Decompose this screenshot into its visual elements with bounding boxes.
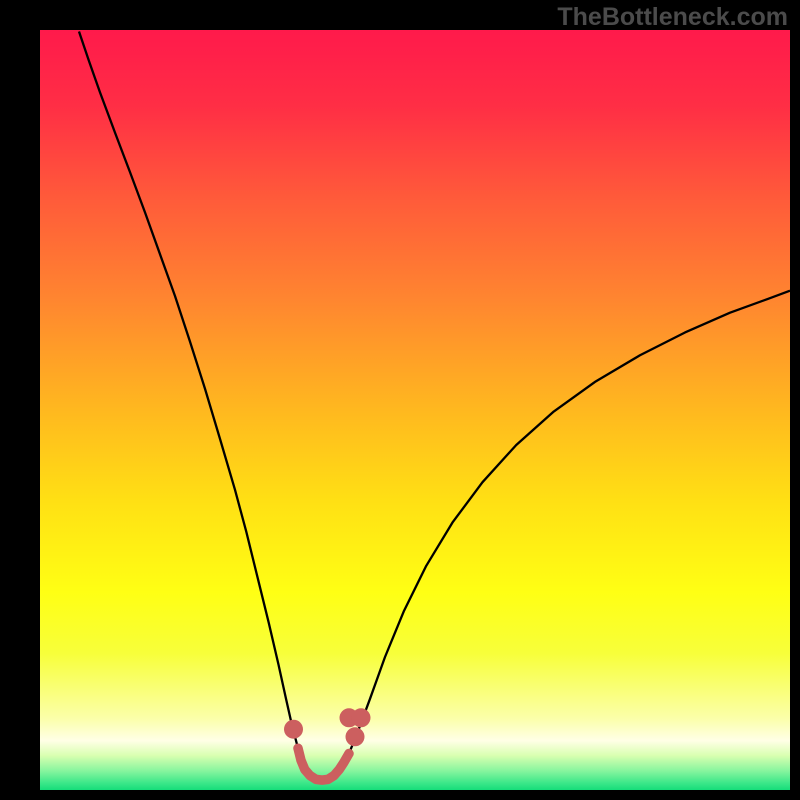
curve-left (79, 32, 298, 749)
curve-right (349, 291, 790, 754)
marker-dot-0 (284, 720, 303, 739)
watermark-text: TheBottleneck.com (557, 3, 788, 32)
chart-container: TheBottleneck.com (0, 0, 800, 800)
trough-curve (298, 748, 349, 780)
marker-dot-2 (346, 727, 365, 746)
marker-dot-3 (352, 708, 371, 727)
curves-overlay (0, 0, 800, 800)
